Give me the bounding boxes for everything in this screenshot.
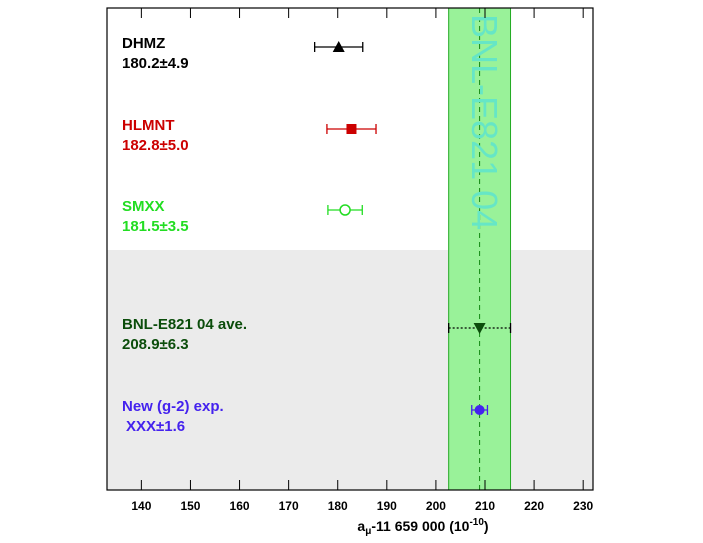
entry-label: 180.2±4.9 [122, 55, 189, 72]
marker [332, 41, 345, 52]
x-tick-label: 150 [180, 499, 200, 513]
x-tick-label: 160 [230, 499, 250, 513]
marker [474, 405, 485, 415]
x-axis-label: aμ-11 659 000 (10-10) [357, 517, 488, 537]
entry-name: DHMZ [122, 35, 165, 52]
entry-label: XXX±1.6 [126, 418, 185, 435]
x-label-sub: μ [365, 526, 371, 537]
x-tick-label: 220 [524, 499, 544, 513]
x-label-main: -11 659 000 (10 [371, 518, 469, 534]
entry-label: 181.5±3.5 [122, 218, 189, 235]
x-label-sup: -10 [469, 517, 484, 528]
x-tick-label: 210 [475, 499, 495, 513]
entry-name: BNL-E821 04 ave. [122, 316, 247, 333]
x-tick-label: 140 [131, 499, 151, 513]
entry-label: 182.8±5.0 [122, 137, 189, 154]
entry-name: HLMNT [122, 117, 175, 134]
marker [473, 323, 486, 334]
entry-name: New (g-2) exp. [122, 398, 224, 415]
x-label-base: a [357, 518, 365, 534]
marker [339, 204, 351, 216]
entry-name: SMXX [122, 198, 165, 215]
x-tick-label: 190 [377, 499, 397, 513]
plot-frame [106, 7, 594, 491]
x-tick-label: 200 [426, 499, 446, 513]
x-tick-label: 180 [328, 499, 348, 513]
x-tick-label: 170 [279, 499, 299, 513]
experiment-region [107, 250, 593, 490]
x-tick-label: 230 [573, 499, 593, 513]
band-label: BNL-E821 04 [464, 14, 505, 230]
x-label-end: ) [484, 518, 489, 534]
marker [346, 124, 357, 134]
entry-label: 208.9±6.3 [122, 336, 189, 353]
